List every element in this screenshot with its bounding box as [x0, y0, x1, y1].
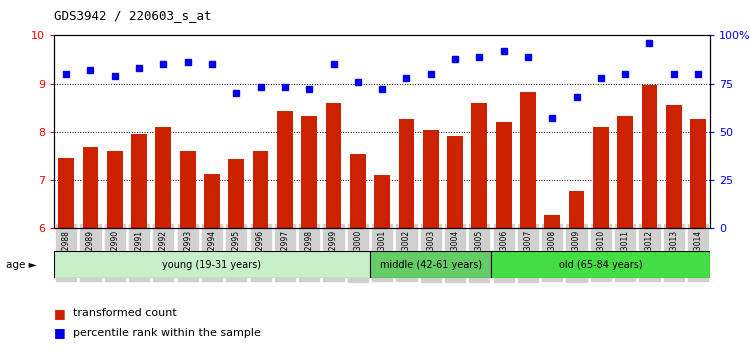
Bar: [82, 147, 98, 228]
Bar: [447, 136, 463, 228]
Bar: [423, 130, 439, 228]
Text: transformed count: transformed count: [73, 308, 176, 318]
Bar: [398, 119, 414, 228]
Bar: [58, 158, 74, 228]
Text: old (65-84 years): old (65-84 years): [559, 259, 643, 270]
Bar: [180, 151, 196, 228]
Bar: [374, 175, 390, 228]
Text: ■: ■: [54, 307, 66, 320]
Text: ■: ■: [54, 326, 66, 339]
Bar: [54, 251, 370, 278]
Bar: [520, 92, 536, 228]
Bar: [253, 151, 268, 228]
Bar: [593, 127, 609, 228]
Bar: [617, 116, 633, 228]
Bar: [641, 85, 658, 228]
Bar: [350, 154, 366, 228]
Bar: [277, 111, 292, 228]
Bar: [204, 174, 220, 228]
Bar: [155, 127, 171, 228]
Bar: [326, 103, 341, 228]
Bar: [491, 251, 710, 278]
Bar: [229, 159, 244, 228]
Bar: [690, 119, 706, 228]
Text: young (19-31 years): young (19-31 years): [163, 259, 262, 270]
Bar: [302, 116, 317, 228]
Bar: [472, 103, 488, 228]
Bar: [496, 122, 512, 228]
Text: percentile rank within the sample: percentile rank within the sample: [73, 328, 261, 338]
Text: age ►: age ►: [6, 259, 37, 270]
Bar: [568, 191, 584, 228]
Bar: [370, 251, 491, 278]
Bar: [544, 215, 560, 228]
Bar: [666, 105, 682, 228]
Bar: [131, 134, 147, 228]
Bar: [106, 151, 123, 228]
Text: middle (42-61 years): middle (42-61 years): [380, 259, 482, 270]
Text: GDS3942 / 220603_s_at: GDS3942 / 220603_s_at: [54, 9, 211, 22]
